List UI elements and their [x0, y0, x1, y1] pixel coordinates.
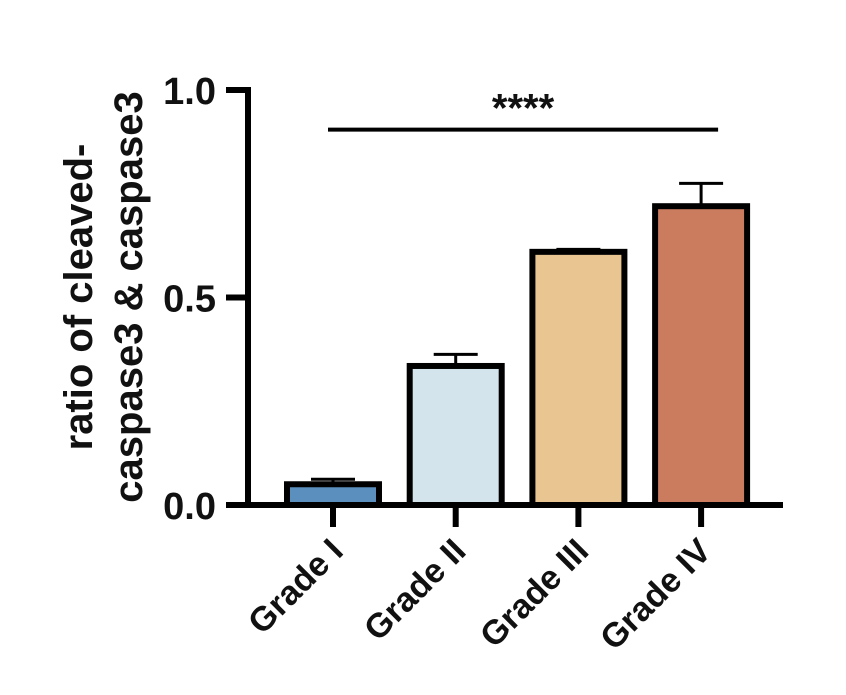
y-axis-label: ratio of cleaved-caspase3 & caspase3 — [57, 91, 151, 502]
y-axis-label-line-2: caspase3 & caspase3 — [107, 91, 151, 502]
y-tick-label-1: 0.0 — [163, 486, 216, 528]
bar-grade-iv — [652, 203, 751, 508]
x-tick-label-4: Grade IV — [593, 532, 719, 658]
bar-grade-i — [284, 481, 382, 508]
x-tick-label-1: Grade I — [241, 532, 351, 642]
x-tick-label-2: Grade II — [357, 532, 473, 648]
x-tick-label-3: Grade III — [473, 532, 596, 655]
significance-label: **** — [492, 87, 555, 131]
bars-group — [284, 203, 751, 508]
y-axis-label-line-1: ratio of cleaved- — [57, 144, 101, 451]
bar-grade-ii — [406, 362, 505, 508]
error-bars-group — [311, 181, 724, 485]
axes-group — [226, 87, 783, 527]
y-tick-label-3: 1.0 — [163, 71, 216, 113]
bar-grade-iii — [529, 248, 628, 508]
y-tick-label-2: 0.5 — [163, 279, 216, 321]
